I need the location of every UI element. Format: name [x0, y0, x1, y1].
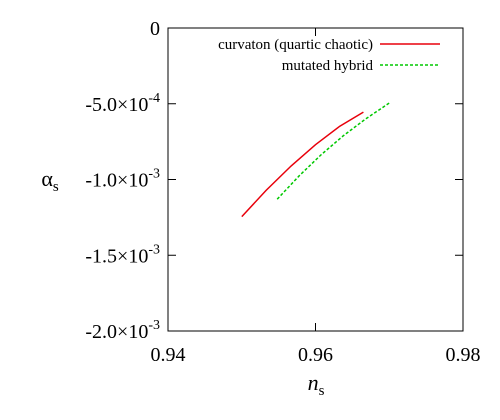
legend: curvaton (quartic chaotic) mutated hybrid — [218, 37, 440, 74]
series-line-1 — [277, 103, 389, 199]
y-tick-label: -5.0×10-4 — [85, 91, 160, 116]
x-axis-label: ns — [308, 370, 325, 399]
series-layer — [242, 103, 389, 217]
y-axis-label: αs — [41, 166, 59, 195]
x-tick-label: 0.96 — [298, 344, 333, 366]
y-tick-label: -1.0×10-3 — [85, 167, 160, 192]
x-tick-label: 0.98 — [446, 344, 481, 366]
legend-label: mutated hybrid — [282, 58, 374, 74]
series-line-0 — [242, 112, 364, 217]
y-tick-label: -2.0×10-3 — [85, 318, 160, 343]
y-tick-label: 0 — [150, 18, 160, 40]
y-tick-label: -1.5×10-3 — [85, 242, 160, 267]
x-tick-label: 0.94 — [151, 344, 186, 366]
legend-label: curvaton (quartic chaotic) — [218, 37, 373, 53]
